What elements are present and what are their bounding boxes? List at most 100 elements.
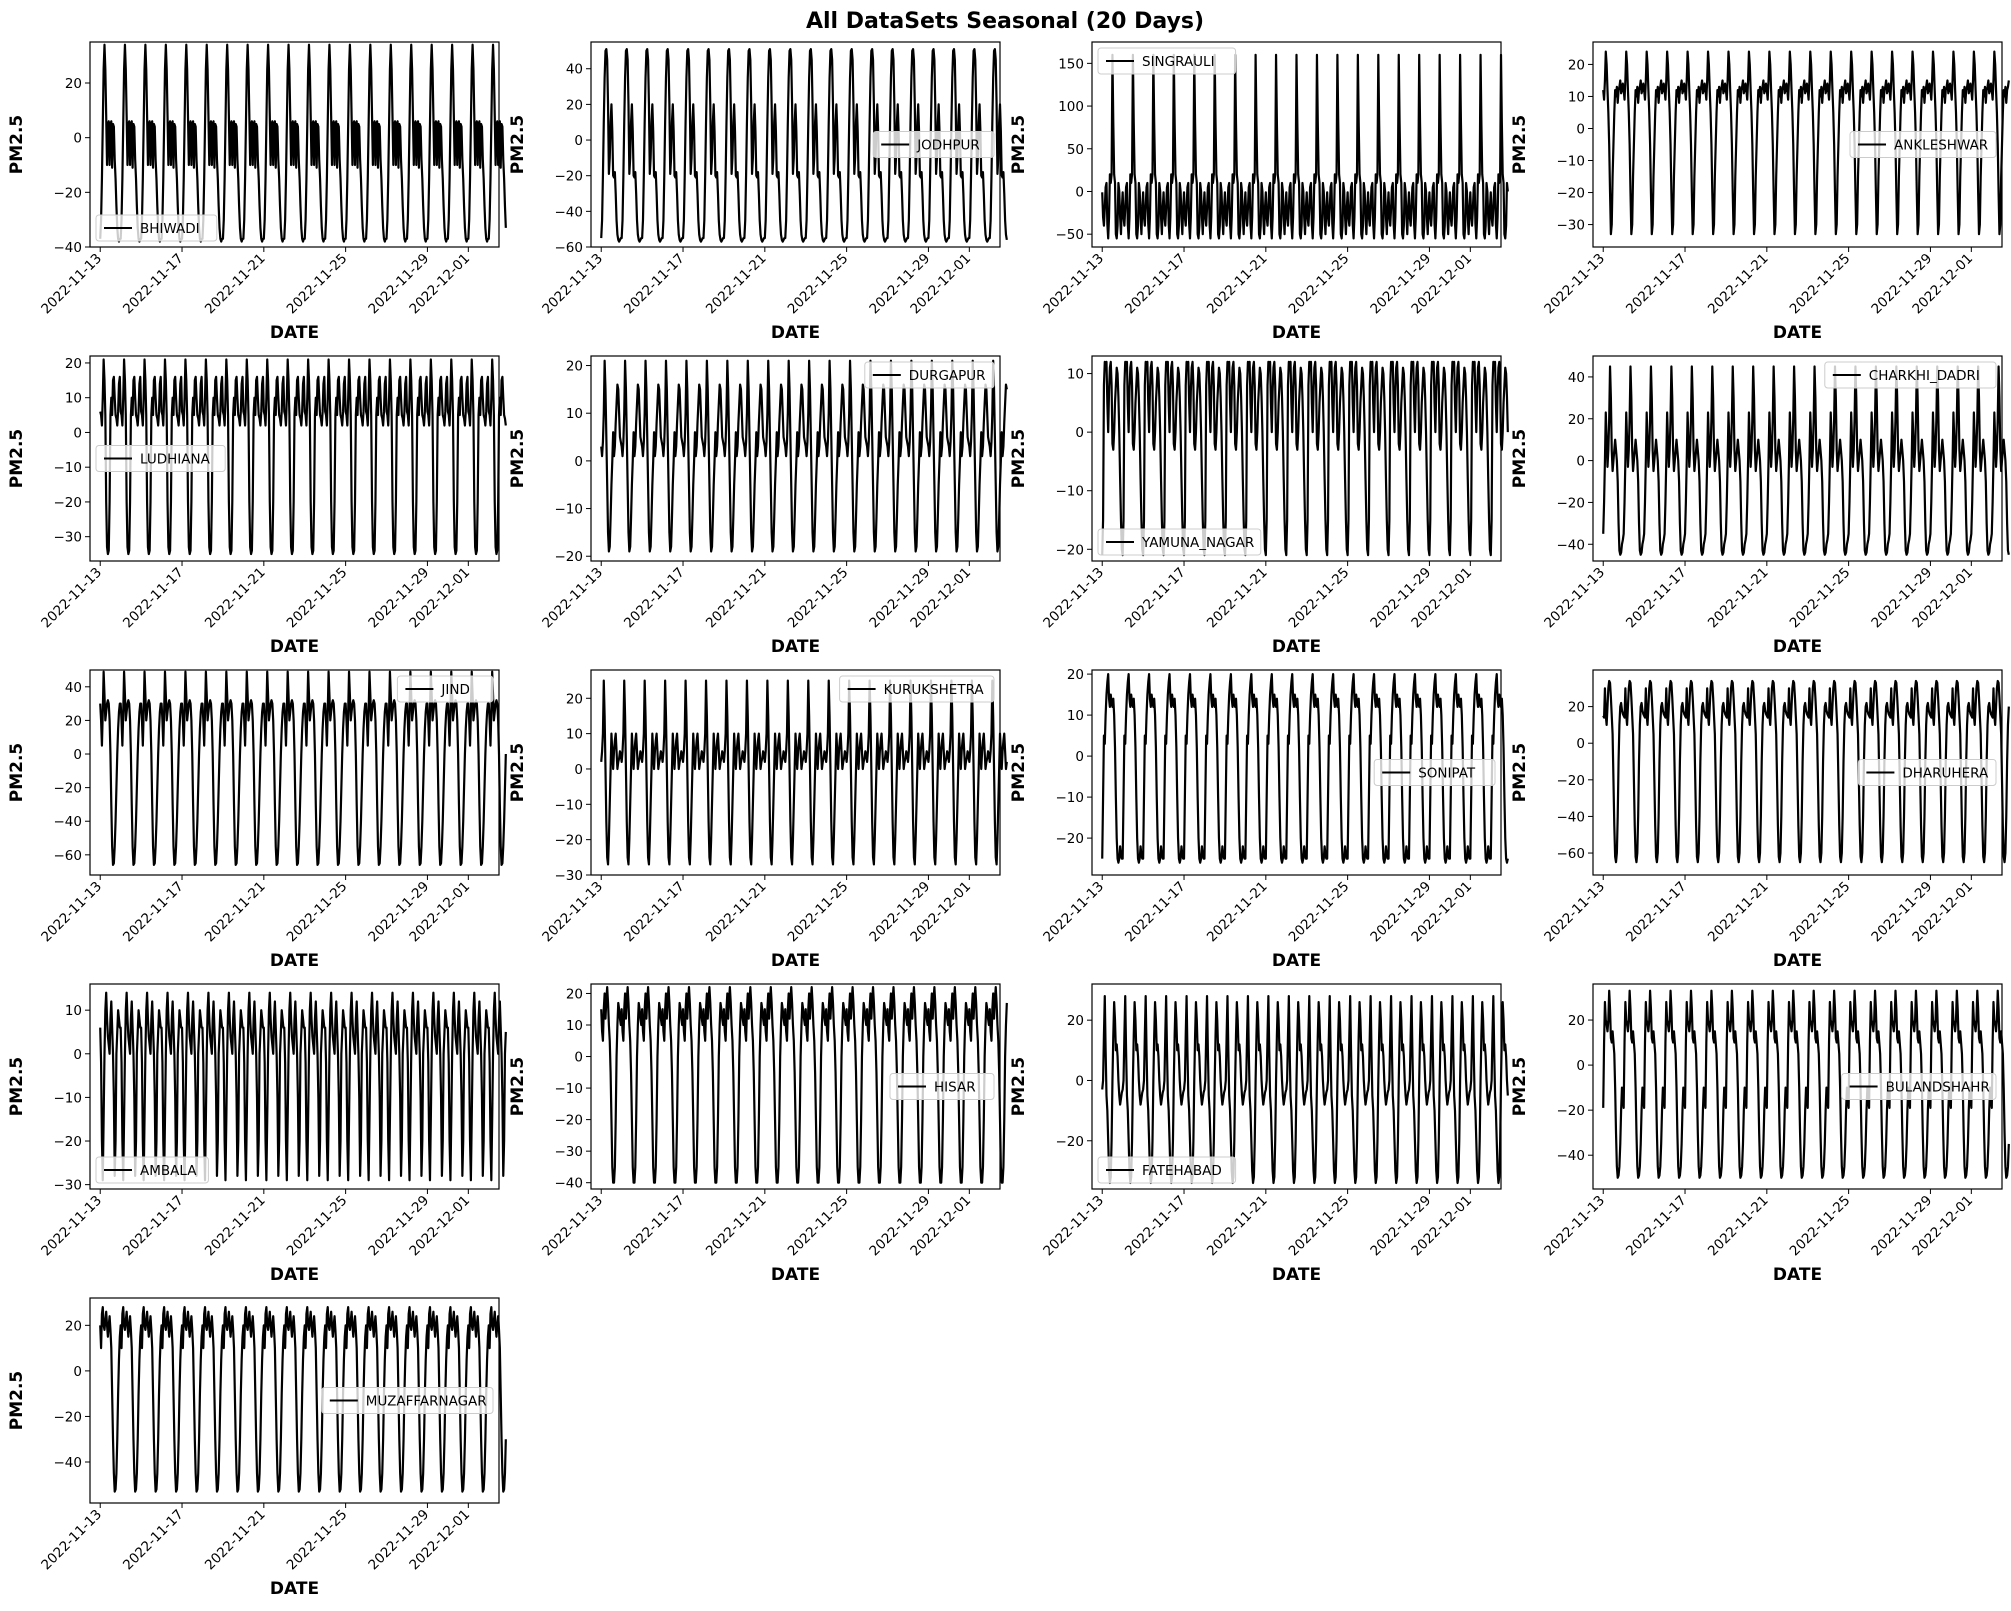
series-line: [600, 48, 1008, 243]
y-tick-label: −40: [1557, 1148, 1586, 1164]
x-axis-label: DATE: [270, 1579, 319, 1599]
legend: ANKLESHWAR: [1849, 131, 1997, 158]
y-tick-label: −20: [555, 169, 584, 185]
y-axis-label: PM2.5: [1510, 115, 1530, 175]
y-tick-label: 20: [65, 713, 82, 729]
legend: DURGAPUR: [864, 361, 995, 389]
y-tick-label: −20: [1056, 1134, 1085, 1150]
y-axis-label: PM2.5: [1009, 1057, 1029, 1117]
series-line: [600, 679, 1008, 866]
y-tick-label: −40: [1557, 809, 1586, 825]
y-tick-label: 10: [566, 406, 583, 422]
legend-label: BHIWADI: [140, 221, 200, 237]
y-tick-label: −60: [555, 240, 584, 256]
axes-frame: [1091, 669, 1502, 876]
series-line: [1602, 679, 2010, 864]
y-tick-label: 20: [1067, 667, 1084, 683]
y-tick-label: 100: [1058, 99, 1084, 115]
series-line: [99, 43, 507, 243]
y-tick-label: 0: [1075, 184, 1084, 200]
series-line: [99, 670, 507, 867]
y-tick-label: 0: [73, 1364, 82, 1380]
y-tick-label: 0: [1576, 454, 1585, 470]
legend-box: [1373, 759, 1496, 786]
axes-frame: [89, 41, 500, 248]
axes-frame: [1592, 669, 2003, 876]
y-tick-label: 10: [65, 391, 82, 407]
y-tick-label: −10: [54, 460, 83, 476]
legend: YAMUNA_NAGAR: [1097, 528, 1262, 556]
axes-frame: [1091, 41, 1502, 248]
y-tick-label: −40: [555, 204, 584, 220]
legend-box: [396, 675, 494, 703]
y-tick-label: 0: [574, 762, 583, 778]
y-tick-label: 20: [65, 1318, 82, 1334]
x-axis-label: DATE: [1773, 1265, 1822, 1285]
y-tick-label: 0: [1075, 425, 1084, 441]
y-tick-label: 10: [566, 1018, 583, 1034]
y-tick-label: 0: [1576, 1058, 1585, 1074]
y-axis-label: PM2.5: [7, 1371, 27, 1431]
y-axis-label: PM2.5: [508, 115, 528, 175]
y-tick-label: 0: [73, 747, 82, 763]
series-line: [1101, 994, 1509, 1185]
y-axis-label: PM2.5: [508, 1057, 528, 1117]
y-tick-label: −30: [1557, 218, 1586, 234]
y-axis-label: PM2.5: [1510, 1057, 1530, 1117]
legend-box: [95, 445, 226, 472]
legend-box: [1857, 759, 1997, 786]
y-tick-label: −20: [54, 1134, 83, 1150]
y-axis-label: PM2.5: [1510, 743, 1530, 803]
x-axis-label: DATE: [1272, 323, 1321, 343]
legend-label: KURUKSHETRA: [884, 682, 985, 698]
x-axis-label: DATE: [1272, 951, 1321, 971]
legend: LUDHIANA: [95, 445, 226, 472]
legend-label: SONIPAT: [1418, 766, 1476, 782]
y-tick-label: −40: [555, 1176, 584, 1192]
y-tick-label: −20: [54, 781, 83, 797]
y-tick-label: 20: [566, 986, 583, 1002]
y-tick-label: −10: [555, 1081, 584, 1097]
legend-label: LUDHIANA: [140, 452, 211, 468]
legend: JODHPUR: [872, 131, 995, 158]
series-line: [1602, 365, 2010, 556]
y-tick-label: −40: [54, 1455, 83, 1471]
y-tick-label: −40: [1557, 537, 1586, 553]
series-line: [99, 991, 507, 1182]
legend-label: AMBALA: [140, 1163, 197, 1179]
x-axis-label: DATE: [771, 951, 820, 971]
series-line: [1101, 673, 1509, 864]
axes-frame: [89, 669, 500, 876]
y-tick-label: 20: [566, 691, 583, 707]
y-tick-label: 0: [574, 1050, 583, 1066]
y-tick-label: −40: [54, 240, 83, 256]
legend-label: CHARKHI_DADRI: [1869, 368, 1980, 384]
x-axis-label: DATE: [1773, 323, 1822, 343]
y-tick-label: 0: [574, 133, 583, 149]
y-tick-label: 0: [1075, 749, 1084, 765]
legend: JIND: [396, 675, 494, 703]
y-axis-label: PM2.5: [7, 743, 27, 803]
legend-box: [872, 131, 995, 158]
figure-title: All DataSets Seasonal (20 Days): [806, 9, 1204, 34]
series-line: [1101, 360, 1509, 557]
legend: MUZAFFARNAGAR: [321, 1387, 494, 1414]
axes-frame: [1091, 355, 1502, 562]
legend-box: [839, 675, 995, 703]
y-tick-label: 40: [1568, 370, 1585, 386]
y-tick-label: −10: [555, 502, 584, 518]
y-tick-label: −10: [555, 797, 584, 813]
y-axis-label: PM2.5: [1009, 743, 1029, 803]
y-tick-label: −20: [555, 549, 584, 565]
y-axis-label: PM2.5: [7, 1057, 27, 1117]
legend-label: JODHPUR: [916, 138, 980, 154]
y-tick-label: 0: [73, 1047, 82, 1063]
y-tick-label: −20: [1557, 186, 1586, 202]
y-tick-label: 0: [1576, 121, 1585, 137]
x-axis-label: DATE: [1773, 637, 1822, 657]
x-axis-label: DATE: [270, 1265, 319, 1285]
axes-frame: [1091, 983, 1502, 1190]
y-axis-label: PM2.5: [7, 429, 27, 489]
